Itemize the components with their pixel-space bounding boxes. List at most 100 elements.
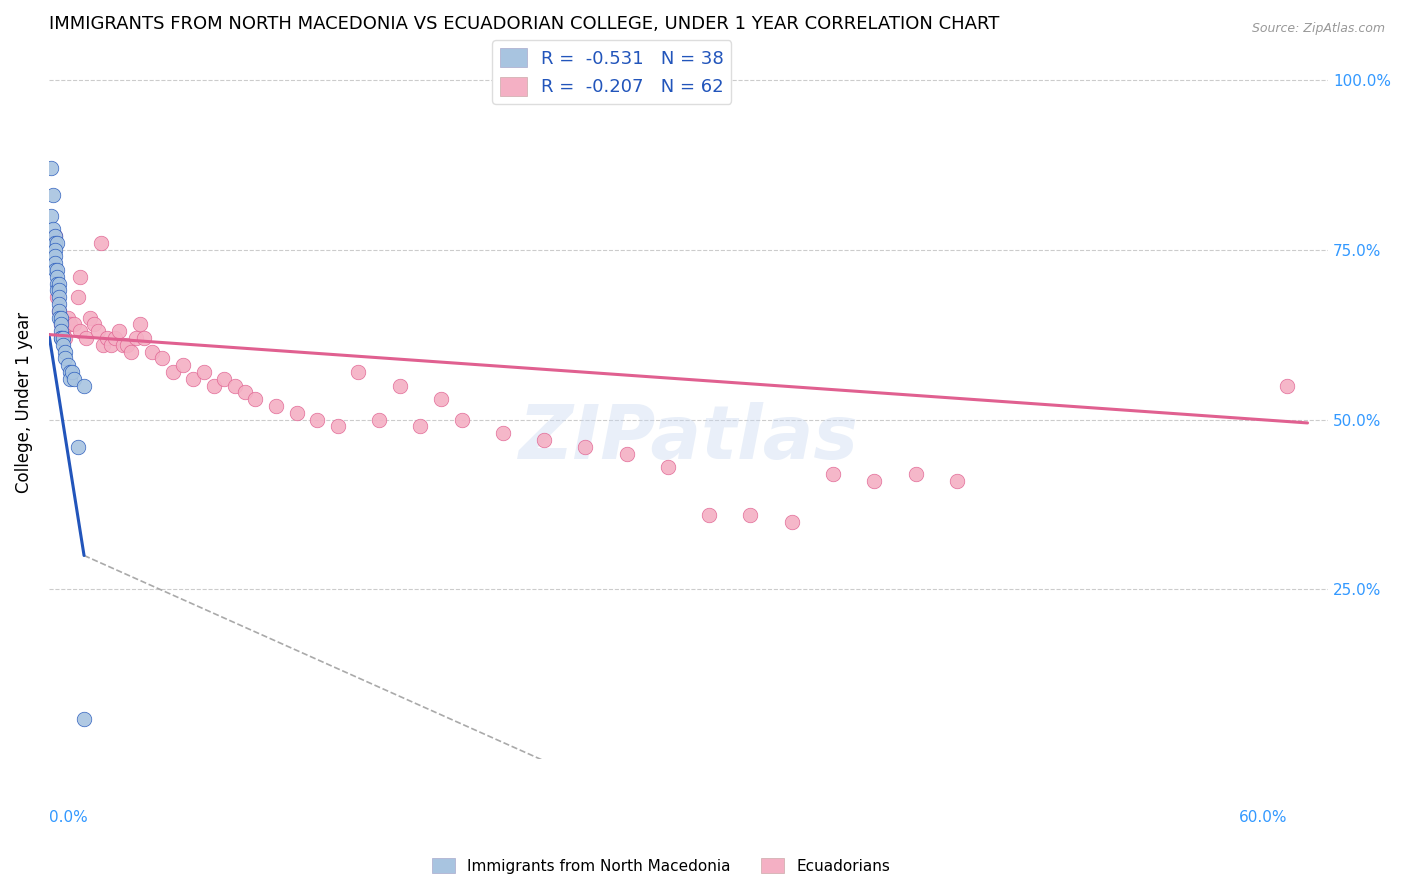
Point bbox=[39, 209, 62, 223]
Point bbox=[307, 412, 329, 426]
Point bbox=[46, 284, 69, 298]
Point bbox=[121, 344, 143, 359]
Point bbox=[62, 372, 84, 386]
Point bbox=[285, 406, 308, 420]
Point bbox=[56, 358, 79, 372]
Point bbox=[96, 331, 118, 345]
Point bbox=[183, 372, 205, 386]
Point bbox=[90, 235, 112, 250]
Point bbox=[172, 358, 194, 372]
Point bbox=[904, 467, 927, 481]
Point bbox=[69, 324, 91, 338]
Point bbox=[62, 318, 84, 332]
Point bbox=[59, 372, 82, 386]
Point bbox=[245, 392, 267, 406]
Point bbox=[152, 351, 174, 366]
Point bbox=[128, 318, 150, 332]
Point bbox=[44, 256, 66, 270]
Point bbox=[69, 269, 91, 284]
Point bbox=[56, 310, 79, 325]
Point bbox=[51, 318, 73, 332]
Point bbox=[66, 440, 89, 454]
Point bbox=[39, 161, 62, 175]
Point bbox=[42, 222, 65, 236]
Point bbox=[59, 318, 82, 332]
Point bbox=[75, 331, 97, 345]
Point bbox=[55, 344, 77, 359]
Point bbox=[112, 338, 135, 352]
Point bbox=[55, 331, 77, 345]
Point bbox=[821, 467, 844, 481]
Point bbox=[388, 378, 411, 392]
Point bbox=[224, 378, 246, 392]
Point bbox=[51, 310, 73, 325]
Point bbox=[46, 290, 69, 304]
Point bbox=[52, 338, 75, 352]
Point bbox=[44, 243, 66, 257]
Legend: Immigrants from North Macedonia, Ecuadorians: Immigrants from North Macedonia, Ecuador… bbox=[426, 852, 896, 880]
Point bbox=[51, 318, 73, 332]
Point bbox=[780, 515, 803, 529]
Point bbox=[46, 277, 69, 291]
Point bbox=[533, 433, 555, 447]
Point bbox=[48, 297, 70, 311]
Point bbox=[44, 235, 66, 250]
Point bbox=[574, 440, 596, 454]
Point bbox=[48, 290, 70, 304]
Point bbox=[214, 372, 236, 386]
Legend: R =  -0.531   N = 38, R =  -0.207   N = 62: R = -0.531 N = 38, R = -0.207 N = 62 bbox=[492, 40, 731, 103]
Point bbox=[44, 249, 66, 263]
Point bbox=[697, 508, 720, 522]
Point bbox=[48, 303, 70, 318]
Point bbox=[46, 263, 69, 277]
Point bbox=[450, 412, 472, 426]
Point bbox=[100, 338, 122, 352]
Point bbox=[347, 365, 370, 379]
Point bbox=[55, 351, 77, 366]
Point bbox=[48, 310, 70, 325]
Point bbox=[657, 460, 679, 475]
Point bbox=[233, 385, 256, 400]
Point bbox=[60, 365, 83, 379]
Point bbox=[326, 419, 349, 434]
Point bbox=[73, 378, 96, 392]
Point bbox=[48, 303, 70, 318]
Point bbox=[42, 188, 65, 202]
Point bbox=[141, 344, 163, 359]
Point bbox=[51, 331, 73, 345]
Point bbox=[124, 331, 146, 345]
Point bbox=[73, 712, 96, 726]
Point bbox=[1275, 378, 1298, 392]
Point bbox=[48, 277, 70, 291]
Point bbox=[132, 331, 155, 345]
Text: IMMIGRANTS FROM NORTH MACEDONIA VS ECUADORIAN COLLEGE, UNDER 1 YEAR CORRELATION : IMMIGRANTS FROM NORTH MACEDONIA VS ECUAD… bbox=[49, 15, 1000, 33]
Point bbox=[51, 331, 73, 345]
Point bbox=[162, 365, 184, 379]
Text: 60.0%: 60.0% bbox=[1239, 811, 1286, 825]
Point bbox=[91, 338, 114, 352]
Point bbox=[48, 284, 70, 298]
Point bbox=[46, 269, 69, 284]
Point bbox=[51, 324, 73, 338]
Point bbox=[44, 229, 66, 244]
Point bbox=[52, 324, 75, 338]
Point bbox=[79, 310, 101, 325]
Point bbox=[52, 331, 75, 345]
Point bbox=[44, 263, 66, 277]
Point bbox=[492, 426, 515, 441]
Point bbox=[616, 446, 638, 460]
Text: 0.0%: 0.0% bbox=[49, 811, 87, 825]
Point bbox=[44, 229, 66, 244]
Point bbox=[108, 324, 131, 338]
Point bbox=[264, 399, 287, 413]
Point bbox=[945, 474, 967, 488]
Point bbox=[104, 331, 127, 345]
Point bbox=[117, 338, 139, 352]
Y-axis label: College, Under 1 year: College, Under 1 year bbox=[15, 312, 32, 493]
Point bbox=[83, 318, 105, 332]
Point bbox=[368, 412, 391, 426]
Point bbox=[409, 419, 432, 434]
Point bbox=[66, 290, 89, 304]
Point bbox=[202, 378, 225, 392]
Point bbox=[430, 392, 453, 406]
